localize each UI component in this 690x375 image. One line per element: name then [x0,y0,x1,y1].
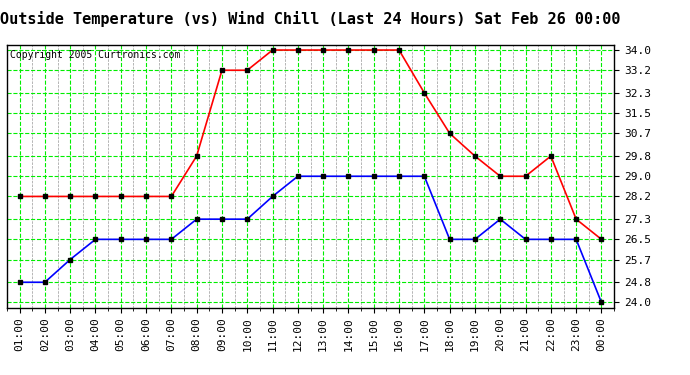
Text: Copyright 2005 Curtronics.com: Copyright 2005 Curtronics.com [10,50,180,60]
Text: Outside Temperature (vs) Wind Chill (Last 24 Hours) Sat Feb 26 00:00: Outside Temperature (vs) Wind Chill (Las… [0,11,621,27]
